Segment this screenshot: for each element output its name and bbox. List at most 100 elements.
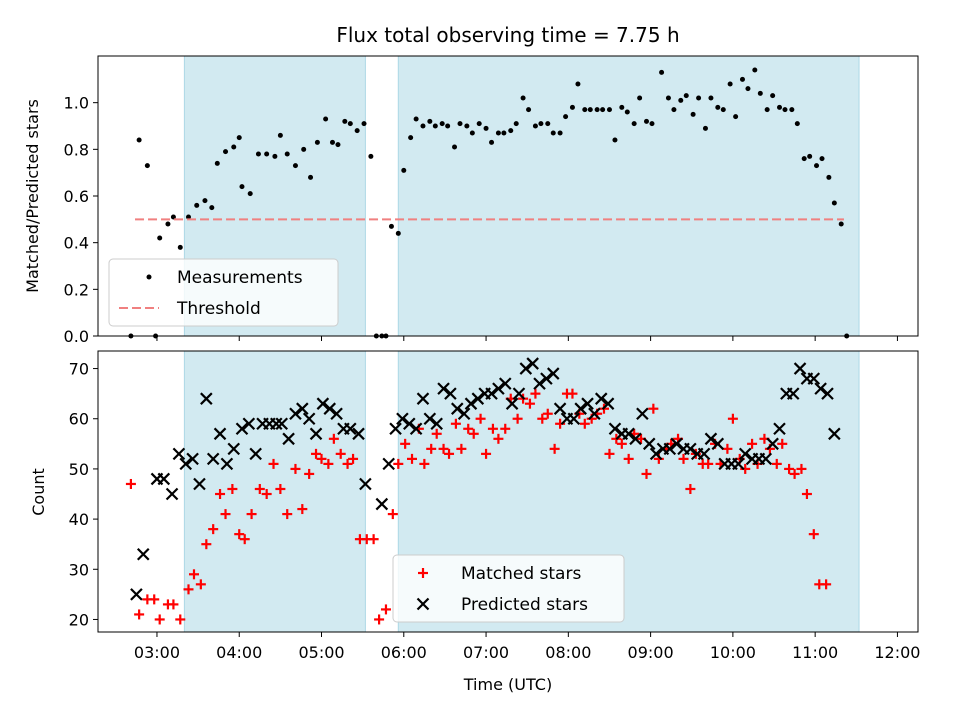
matched-star-point	[542, 408, 553, 419]
measurement-point	[733, 114, 739, 120]
matched-star-point	[777, 438, 788, 449]
measurement-point	[649, 121, 655, 127]
predicted-star-point	[807, 372, 821, 385]
matched-star-point	[784, 463, 795, 474]
measurement-point	[335, 142, 341, 148]
measurement-point	[550, 130, 556, 136]
predicted-star-point	[684, 442, 697, 456]
measurement-point	[239, 184, 245, 190]
measurement-point	[606, 107, 612, 113]
matched-star-point	[297, 504, 308, 515]
matched-star-point	[368, 534, 379, 545]
matched-star-point	[530, 388, 541, 399]
matched-star-point	[444, 448, 455, 459]
measurement-point	[464, 123, 470, 129]
matched-star-point	[342, 458, 353, 469]
measurement-point	[408, 135, 414, 141]
legend-box	[392, 554, 625, 623]
measurement-point	[612, 137, 618, 143]
y-tick-label: 60	[69, 410, 89, 429]
predicted-star-point	[738, 447, 752, 461]
predicted-star-point	[136, 547, 150, 561]
predicted-star-point	[519, 362, 533, 375]
measurement-point	[347, 121, 353, 127]
predicted-star-point	[269, 417, 283, 431]
measurement-point	[594, 107, 600, 113]
matched-star-point	[801, 489, 812, 500]
predicted-star-point	[594, 392, 608, 405]
matched-star-point	[747, 438, 758, 449]
y-tick-label: 0.0	[64, 327, 89, 346]
observing-window-band	[397, 55, 860, 337]
measurement-point	[157, 235, 163, 241]
predicted-star-point	[344, 422, 357, 436]
predicted-star-point	[450, 402, 464, 415]
measurement-point	[513, 121, 519, 127]
predicted-star-point	[352, 427, 365, 441]
matched-star-point	[195, 579, 206, 590]
measurement-point	[209, 205, 215, 211]
matched-star-point	[374, 614, 385, 625]
measurement-point	[831, 200, 837, 206]
predicted-star-point	[302, 412, 316, 426]
measurement-point	[801, 156, 807, 162]
measurement-point	[826, 174, 832, 180]
measurement-point	[770, 93, 776, 99]
measurement-point	[671, 107, 677, 113]
ratio-legend: Measurements Threshold	[108, 258, 339, 327]
matched-star-point	[393, 458, 404, 469]
predicted-star-point	[704, 432, 718, 446]
matched-star-point	[616, 438, 627, 449]
measurement-point	[202, 198, 208, 204]
matched-star-point	[493, 433, 504, 444]
matched-star-point	[771, 458, 782, 469]
y-tick-label: 0.6	[64, 187, 89, 206]
predicted-star-point	[423, 412, 437, 426]
matched-star-point	[208, 524, 219, 535]
x-tick-label: 04:00	[216, 643, 262, 662]
matched-star-point	[183, 584, 194, 595]
predicted-star-point	[649, 447, 663, 461]
predicted-star-point	[409, 422, 423, 436]
y-tick-label: 0.2	[64, 280, 89, 299]
predicted-star-point	[289, 407, 302, 421]
measurement-point	[777, 104, 783, 110]
matched-star-point	[604, 448, 615, 459]
matched-star-point	[579, 418, 590, 429]
predicted-star-point	[732, 457, 745, 471]
predicted-star-point	[396, 412, 409, 426]
measurement-point	[214, 160, 220, 166]
matched-star-point	[304, 468, 315, 479]
chart-title: Flux total observing time = 7.75 h	[336, 23, 679, 47]
matched-star-point	[254, 483, 265, 494]
predicted-star-point	[157, 472, 171, 486]
count-panel: 03:00 04:00 05:00 06:00 07:00 08:00 09:00 10:00…	[29, 350, 920, 694]
matched-star-point	[481, 448, 492, 459]
y-tick-label: 1.0	[64, 94, 89, 113]
measurement-point	[301, 146, 307, 152]
predicted-star-point	[663, 442, 677, 456]
measurement-point	[439, 121, 445, 127]
predicted-star-point	[165, 487, 179, 501]
x-tick-label: 09:00	[628, 643, 674, 662]
measurement-point	[683, 93, 689, 99]
measurement-point	[323, 116, 329, 122]
predicted-star-point	[512, 387, 526, 400]
measurement-point	[368, 153, 374, 159]
matched-star-point	[487, 423, 498, 434]
predicted-star-point	[711, 437, 725, 451]
predicted-star-point	[249, 447, 262, 461]
matched-star-point	[431, 428, 442, 439]
predicted-star-point	[533, 377, 546, 390]
count-axes-frame	[97, 350, 919, 633]
matched-star-point	[418, 568, 428, 578]
observing-windows	[183, 55, 860, 337]
matched-star-point	[685, 483, 696, 494]
matched-star-point	[426, 443, 437, 454]
measurement-point	[600, 107, 606, 113]
matched-star-point	[463, 423, 474, 434]
y-tick-label: 40	[69, 510, 89, 529]
matched-star-point	[261, 489, 272, 500]
predicted-star-point	[296, 402, 309, 415]
measurement-point	[557, 130, 563, 136]
